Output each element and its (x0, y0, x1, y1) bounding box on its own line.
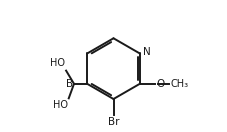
Text: N: N (143, 47, 151, 57)
Text: Br: Br (108, 117, 119, 127)
Text: HO: HO (50, 58, 65, 68)
Text: B: B (66, 79, 73, 89)
Text: HO: HO (53, 100, 68, 110)
Text: O: O (156, 79, 164, 89)
Text: CH₃: CH₃ (170, 79, 188, 89)
